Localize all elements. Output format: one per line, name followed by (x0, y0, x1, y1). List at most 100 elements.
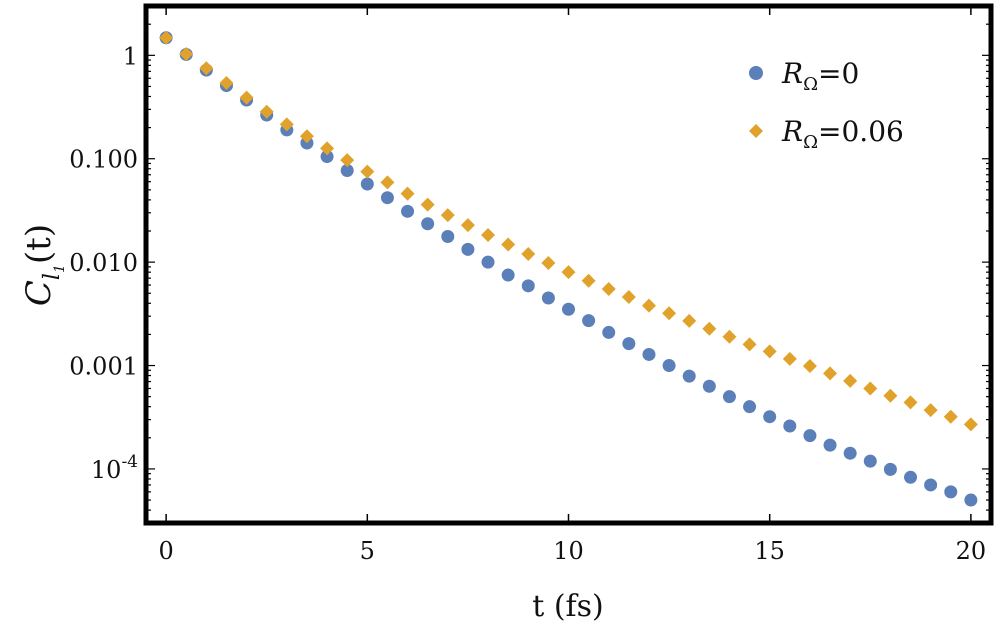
data-point-series-1 (702, 379, 716, 393)
data-point-series-2 (581, 273, 596, 288)
data-point-series-1 (622, 337, 636, 351)
data-point-series-1 (562, 302, 575, 316)
legend-label-series-1-sub: Ω (803, 74, 818, 95)
data-point-series-2 (641, 298, 656, 313)
data-point-series-2 (943, 409, 958, 424)
data-point-series-1 (421, 217, 435, 231)
legend: RΩ=0 RΩ=0.06 (749, 57, 904, 153)
data-point-series-2 (742, 337, 757, 352)
data-point-series-2 (199, 61, 214, 76)
data-point-series-2 (159, 30, 174, 45)
data-point-series-1 (924, 478, 938, 492)
legend-label-series-2-sub: Ω (803, 132, 818, 153)
data-point-series-2 (541, 256, 556, 271)
data-point-series-1 (642, 347, 656, 361)
data-point-series-1 (763, 410, 777, 424)
data-point-series-1 (582, 314, 596, 328)
data-point-series-1 (783, 419, 797, 433)
data-point-series-2 (460, 218, 475, 233)
y-tick-label: 0.001 (69, 353, 138, 381)
data-point-series-2 (883, 388, 898, 403)
data-point-series-2 (722, 329, 737, 344)
x-tick-label: 20 (956, 537, 987, 565)
data-point-series-1 (883, 462, 897, 476)
x-tick-label: 5 (360, 537, 375, 565)
legend-label-series-2-base: R (781, 115, 803, 148)
y-tick-label: 0.100 (69, 146, 138, 174)
data-point-series-1 (964, 493, 978, 507)
y-tick-label: 0.010 (69, 249, 138, 277)
data-point-series-2 (299, 129, 314, 144)
data-point-series-2 (259, 104, 274, 119)
y-axis-title-base: C (19, 280, 59, 306)
data-point-series-1 (340, 163, 354, 177)
data-point-series-2 (823, 366, 838, 381)
y-axis-title-arg: (t) (19, 224, 59, 264)
data-point-series-1 (743, 400, 757, 414)
data-point-series-1 (461, 242, 475, 256)
x-tick-label: 10 (553, 537, 584, 565)
data-point-series-2 (340, 153, 355, 168)
data-point-series-2 (762, 344, 777, 359)
data-point-series-2 (501, 237, 516, 252)
y-axis-ticks: 1 0.100 0.010 0.001 10-4 (69, 5, 991, 524)
data-point-series-1 (501, 268, 515, 282)
data-point-series-1 (602, 325, 616, 339)
data-point-series-1 (682, 369, 696, 383)
legend-label-series-2: RΩ=0.06 (781, 115, 904, 153)
y-tick-label-exponent: -4 (121, 452, 138, 472)
data-point-series-2 (279, 117, 294, 132)
data-point-series-1 (521, 279, 535, 293)
data-point-series-1 (320, 150, 334, 164)
y-tick-label-base: 10 (91, 456, 122, 484)
legend-marker-series-1 (749, 66, 763, 80)
data-point-series-2 (320, 141, 335, 156)
data-point-series-2 (662, 306, 677, 321)
data-point-series-2 (903, 395, 918, 410)
data-point-series-2 (420, 197, 435, 212)
data-point-series-2 (863, 381, 878, 396)
legend-label-series-1-value: =0 (818, 57, 859, 90)
data-point-series-2 (561, 265, 576, 280)
data-point-series-2 (682, 313, 697, 328)
data-point-series-1 (360, 177, 374, 191)
y-axis-title-sub: l (40, 273, 65, 280)
data-point-series-1 (441, 229, 455, 243)
data-point-series-2 (963, 417, 978, 432)
data-points (159, 30, 978, 507)
data-point-series-2 (400, 186, 415, 201)
x-axis-title: t (fs) (532, 589, 604, 624)
data-point-series-1 (944, 485, 958, 499)
data-point-series-2 (239, 90, 254, 105)
x-tick-label: 15 (754, 537, 785, 565)
data-point-series-2 (782, 351, 797, 366)
data-point-series-1 (843, 446, 857, 460)
data-point-series-2 (702, 321, 717, 336)
data-point-series-1 (541, 291, 555, 305)
data-point-series-1 (380, 191, 394, 205)
data-point-series-1 (481, 255, 495, 269)
data-point-series-1 (722, 390, 736, 404)
plot-frame (143, 3, 994, 526)
y-tick-label: 1 (123, 42, 138, 70)
x-tick-label: 0 (158, 537, 173, 565)
data-point-series-1 (823, 438, 837, 452)
y-tick-label: 10-4 (91, 452, 138, 484)
data-point-series-1 (803, 429, 817, 443)
data-point-series-2 (843, 373, 858, 388)
data-point-series-1 (401, 204, 415, 218)
legend-marker-series-2 (749, 124, 763, 138)
data-point-series-2 (440, 208, 455, 223)
data-point-series-2 (360, 164, 375, 179)
data-point-series-1 (863, 454, 877, 468)
data-point-series-2 (923, 403, 938, 418)
data-point-series-1 (904, 470, 918, 484)
data-point-series-2 (380, 175, 395, 190)
legend-label-series-1-base: R (781, 57, 803, 90)
data-point-series-2 (621, 290, 636, 305)
y-axis-title: Cl1(t) (19, 224, 68, 306)
x-axis-ticks: 0 5 10 15 20 (158, 6, 986, 565)
data-point-series-2 (219, 76, 234, 91)
data-point-series-2 (802, 358, 817, 373)
